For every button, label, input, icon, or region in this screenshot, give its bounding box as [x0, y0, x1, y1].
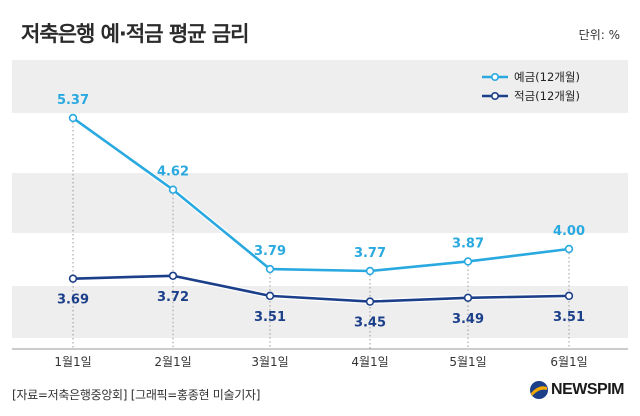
series-lines: [71, 115, 570, 305]
savings-value-label: 3.51: [254, 310, 286, 325]
data-labels: 5.37 4.62 3.79 3.77 3.87 4.00 3.69 3.72 3.51 3.45…: [57, 93, 585, 331]
x-tick-label: 5월1일: [449, 355, 486, 369]
savings-value-label: 3.45: [354, 316, 386, 331]
deposit-value-label: 3.77: [354, 246, 386, 261]
globe-icon: [530, 381, 549, 399]
deposit-line: [72, 116, 570, 273]
savings-point: [168, 271, 178, 280]
logo-text: NEWSPIM: [551, 381, 624, 398]
deposit-value-label: 4.00: [553, 224, 585, 239]
deposit-point: [68, 113, 78, 123]
legend-marker: [490, 73, 499, 82]
x-tick-label: 1월1일: [54, 355, 91, 369]
savings-value-label: 3.49: [452, 312, 484, 327]
savings-point: [564, 291, 574, 301]
deposit-value-label: 4.62: [157, 165, 189, 180]
deposit-point: [564, 244, 574, 254]
data-points: [68, 113, 574, 306]
deposit-point: [463, 257, 473, 266]
newspim-logo: NEWSPIM: [529, 380, 624, 400]
background-band: [12, 173, 628, 233]
savings-point: [365, 297, 375, 306]
x-tick-label: 6월1일: [550, 355, 587, 369]
savings-value-label: 3.69: [57, 293, 89, 308]
savings-point: [463, 293, 473, 302]
unit-label: 단위: %: [578, 28, 620, 42]
deposit-value-label: 3.79: [254, 244, 286, 259]
savings-value-label: 3.72: [157, 290, 189, 305]
legend: 예금(12개월) 적금(12개월): [482, 70, 580, 103]
page-title: 저축은행 예·적금 평균 금리: [21, 22, 249, 46]
savings-value-label: 3.51: [553, 310, 585, 325]
legend-label: 적금(12개월): [514, 89, 580, 103]
deposit-value-label: 3.87: [452, 236, 484, 251]
x-tick-label: 3월1일: [251, 355, 288, 369]
x-tick-labels: 1월1일 2월1일 3월1일 4월1일 5월1일 6월1일: [54, 355, 587, 369]
savings-point: [68, 274, 78, 283]
deposit-point: [168, 185, 178, 194]
background-band: [12, 60, 628, 113]
x-tick-label: 4월1일: [351, 355, 388, 369]
background-band: [12, 286, 628, 338]
savings-line: [72, 274, 570, 303]
deposit-point: [265, 264, 275, 274]
source-credit: [자료=저축은행중앙회] [그래픽=홍종현 미술기자]: [12, 388, 261, 402]
deposit-point: [365, 266, 375, 276]
guide-lines: [72, 118, 570, 349]
legend-marker: [490, 92, 499, 101]
deposit-value-label: 5.37: [57, 93, 89, 108]
savings-point: [265, 291, 275, 301]
x-tick-label: 2월1일: [154, 355, 191, 369]
legend-label: 예금(12개월): [514, 70, 580, 84]
